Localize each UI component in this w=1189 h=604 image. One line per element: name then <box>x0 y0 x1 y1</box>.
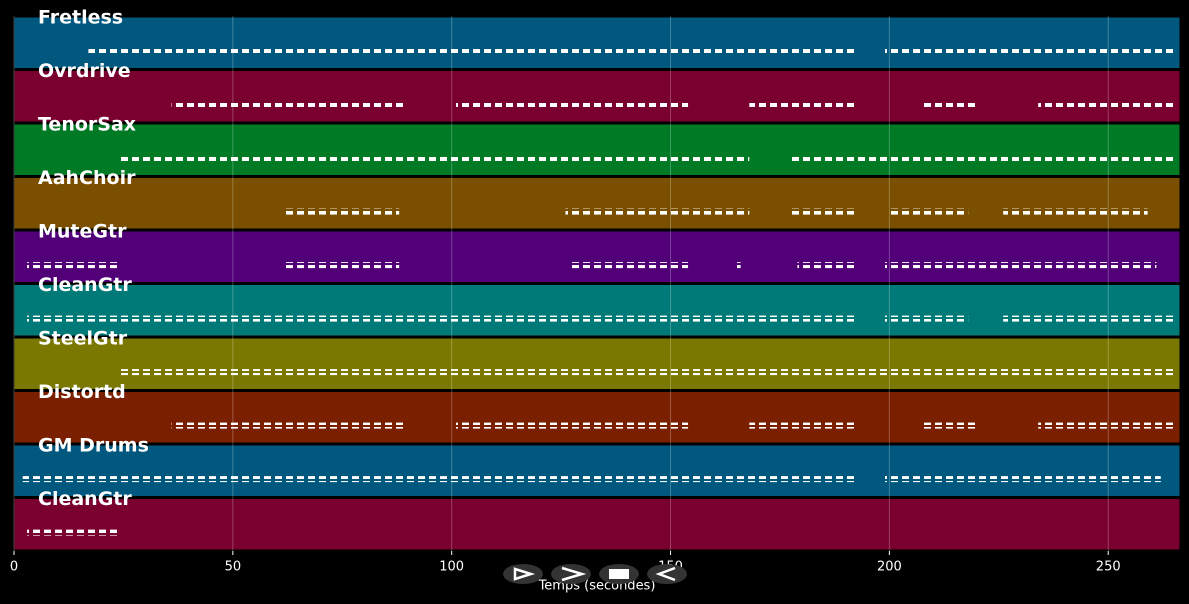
track-lane <box>13 123 1181 176</box>
track-label: Distortd <box>38 381 126 403</box>
note-segment <box>456 101 689 108</box>
note-segment <box>749 101 855 108</box>
note-segment <box>285 208 400 215</box>
track-label: SteelGtr <box>38 328 128 350</box>
track-lane <box>13 337 1181 390</box>
note-segment <box>1003 315 1174 322</box>
note-segment <box>27 262 120 269</box>
note-segment <box>920 422 977 429</box>
track-lane <box>13 230 1181 283</box>
note-segment <box>565 208 750 215</box>
note-segment <box>1003 208 1148 215</box>
track-lane <box>13 177 1181 230</box>
track-label: TenorSax <box>38 114 136 136</box>
x-tick-label: 0 <box>10 560 18 575</box>
track-lane <box>13 498 1181 551</box>
x-tick-label: 250 <box>1096 560 1121 575</box>
note-segment <box>171 422 404 429</box>
track-lane <box>13 444 1181 497</box>
note-segment <box>1038 422 1174 429</box>
track-label: GM Drums <box>38 435 149 457</box>
note-segment <box>749 422 855 429</box>
note-segment <box>88 48 855 55</box>
note-segment <box>884 48 1174 55</box>
note-segment <box>797 262 855 269</box>
note-segment <box>456 422 689 429</box>
x-tick-label: 50 <box>225 560 242 575</box>
note-segment <box>27 315 855 322</box>
note-segment <box>569 262 689 269</box>
track-lane <box>13 391 1181 444</box>
track-lane <box>13 16 1181 69</box>
track-lane <box>13 284 1181 337</box>
note-segment <box>119 155 750 162</box>
note-segment <box>27 529 120 536</box>
note-segment <box>22 476 855 483</box>
track-label: CleanGtr <box>38 274 132 296</box>
note-segment <box>788 208 855 215</box>
note-segment <box>119 369 1174 376</box>
x-tick-label: 100 <box>439 560 464 575</box>
track-label: MuteGtr <box>38 221 127 243</box>
note-segment <box>285 262 400 269</box>
track-label: AahChoir <box>38 167 136 189</box>
note-segment <box>884 262 1157 269</box>
track-label: CleanGtr <box>38 488 132 510</box>
note-segment <box>736 262 741 269</box>
track-label: Fretless <box>38 7 123 29</box>
note-segment <box>1038 101 1174 108</box>
note-segment <box>884 476 1161 483</box>
note-segment <box>920 101 977 108</box>
track-label: Ovrdrive <box>38 60 131 82</box>
stop-button[interactable] <box>599 564 639 584</box>
note-segment <box>884 315 969 322</box>
forward-button[interactable] <box>551 564 591 584</box>
play-button[interactable] <box>503 564 543 584</box>
back-button[interactable] <box>647 564 687 584</box>
note-segment <box>889 208 969 215</box>
note-segment <box>788 155 1174 162</box>
playback-controls <box>503 564 687 584</box>
note-segment <box>171 101 404 108</box>
x-tick-label: 200 <box>877 560 902 575</box>
track-lane <box>13 70 1181 123</box>
x-axis-label: Temps (secondes) <box>538 579 656 594</box>
